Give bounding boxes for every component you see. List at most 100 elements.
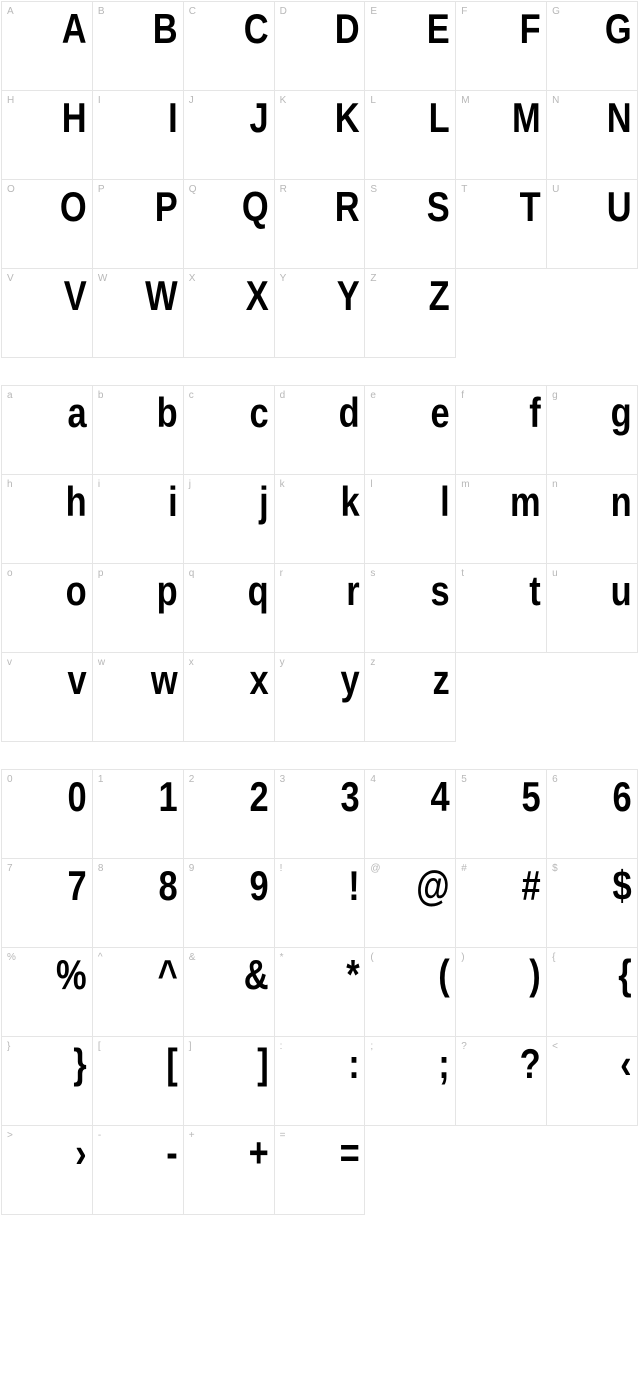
glyph-cell: BB [92,1,184,91]
cell-label: ? [461,1041,467,1052]
cell-glyph: & [199,954,268,996]
cell-glyph: [ [108,1043,177,1085]
glyph-cell: 22 [183,769,275,859]
glyph-cell: !! [274,858,366,948]
empty-cell [546,1125,638,1215]
cell-glyph: - [108,1132,177,1174]
cell-glyph: 5 [471,776,540,818]
cell-glyph: S [381,186,450,228]
cell-glyph: ( [381,954,450,996]
cell-label: X [189,273,196,284]
cell-label: & [189,952,196,963]
glyph-cell: [[ [92,1036,184,1126]
glyph-cell: UU [546,179,638,269]
glyph-cell: bb [92,385,184,475]
cell-glyph: ; [381,1043,450,1085]
cell-label: 6 [552,774,558,785]
cell-glyph: A [17,8,86,50]
glyph-cell: nn [546,474,638,564]
glyph-grid: 00112233445566778899!!@@##$$%%^^&&**(())… [2,770,638,1215]
section-uppercase: AABBCCDDEEFFGGHHIIJJKKLLMMNNOOPPQQRRSSTT… [2,2,638,358]
cell-label: H [7,95,14,106]
glyph-cell: 77 [1,858,93,948]
cell-label: - [98,1130,101,1141]
glyph-cell: vv [1,652,93,742]
glyph-cell: -- [92,1125,184,1215]
cell-label: O [7,184,15,195]
cell-label: M [461,95,469,106]
cell-label: ( [370,952,373,963]
glyph-cell: 55 [455,769,547,859]
cell-glyph: # [471,865,540,907]
cell-glyph: f [471,392,540,434]
glyph-cell: hh [1,474,93,564]
glyph-cell: RR [274,179,366,269]
cell-label: k [280,479,285,490]
glyph-cell: AA [1,1,93,91]
cell-glyph: D [290,8,359,50]
cell-glyph: q [199,570,268,612]
cell-label: t [461,568,464,579]
cell-glyph: 3 [290,776,359,818]
cell-label: A [7,6,14,17]
cell-label: p [98,568,104,579]
cell-label: l [370,479,372,490]
cell-label: 1 [98,774,104,785]
cell-glyph: E [381,8,450,50]
cell-label: Z [370,273,376,284]
cell-label: = [280,1130,286,1141]
glyph-cell: KK [274,90,366,180]
empty-cell [364,1125,456,1215]
glyph-cell: QQ [183,179,275,269]
cell-glyph: B [108,8,177,50]
cell-glyph: R [290,186,359,228]
cell-label: f [461,390,464,401]
glyph-cell: qq [183,563,275,653]
cell-glyph: U [562,186,631,228]
glyph-cell: PP [92,179,184,269]
cell-glyph: : [290,1043,359,1085]
cell-glyph: 1 [108,776,177,818]
cell-glyph: P [108,186,177,228]
cell-label: U [552,184,559,195]
cell-label: { [552,952,555,963]
cell-glyph: s [381,570,450,612]
cell-glyph: b [108,392,177,434]
cell-glyph: r [290,570,359,612]
cell-label: m [461,479,469,490]
glyph-cell: yy [274,652,366,742]
cell-label: r [280,568,283,579]
empty-cell [455,268,547,358]
glyph-cell: && [183,947,275,1037]
cell-label: z [370,657,375,668]
cell-glyph: u [562,570,631,612]
glyph-cell: ** [274,947,366,1037]
cell-label: c [189,390,194,401]
cell-label: x [189,657,194,668]
cell-label: V [7,273,14,284]
cell-glyph: Q [199,186,268,228]
cell-label: E [370,6,377,17]
glyph-cell: 99 [183,858,275,948]
cell-glyph: K [290,97,359,139]
cell-glyph: G [562,8,631,50]
cell-label: ] [189,1041,192,1052]
cell-label: C [189,6,196,17]
glyph-cell: SS [364,179,456,269]
cell-label: L [370,95,376,106]
cell-label: 4 [370,774,376,785]
cell-glyph: i [108,481,177,523]
glyph-cell: ## [455,858,547,948]
cell-label: v [7,657,12,668]
cell-label: h [7,479,13,490]
cell-glyph: m [471,481,540,523]
cell-label: ! [280,863,283,874]
cell-label: % [7,952,16,963]
cell-glyph: } [17,1043,86,1085]
cell-glyph: ? [471,1043,540,1085]
glyph-cell: FF [455,1,547,91]
cell-label: : [280,1041,283,1052]
cell-glyph: e [381,392,450,434]
cell-label: 8 [98,863,104,874]
cell-label: < [552,1041,558,1052]
